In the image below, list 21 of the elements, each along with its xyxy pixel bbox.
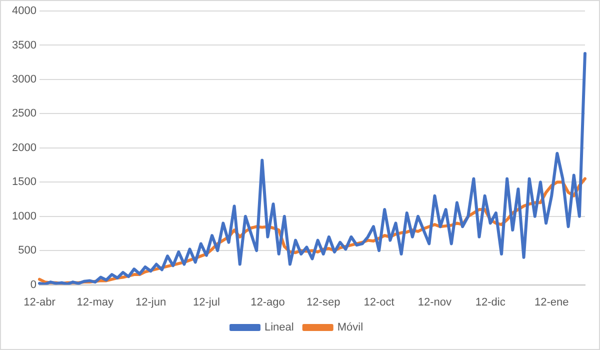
legend-label: Móvil [337,322,364,334]
x-tick-label: 12-nov [418,296,452,308]
y-tick-label: 1500 [12,176,36,188]
y-tick-label: 1000 [12,210,36,222]
x-tick-label: 12-jul [193,296,220,308]
y-tick-label: 0 [30,278,36,291]
legend-label: Lineal [264,322,294,334]
x-tick-label: 12-ago [250,296,285,308]
x-tick-label: 12-abr [24,296,56,308]
x-tick-label: 12-jun [136,296,166,308]
x-tick-label: 12-dic [475,296,506,308]
y-tick-label: 3500 [12,39,36,52]
x-tick-label: 12-ene [534,296,569,308]
y-tick-label: 2500 [12,108,36,120]
x-tick-label: 12-sep [306,296,340,308]
x-tick-label: 12-may [76,296,114,308]
y-tick-label: 3000 [12,73,36,86]
y-tick-label: 4000 [12,5,36,18]
x-tick-label: 12-oct [364,296,394,308]
y-tick-label: 500 [18,244,36,257]
y-tick-label: 2000 [12,142,36,154]
